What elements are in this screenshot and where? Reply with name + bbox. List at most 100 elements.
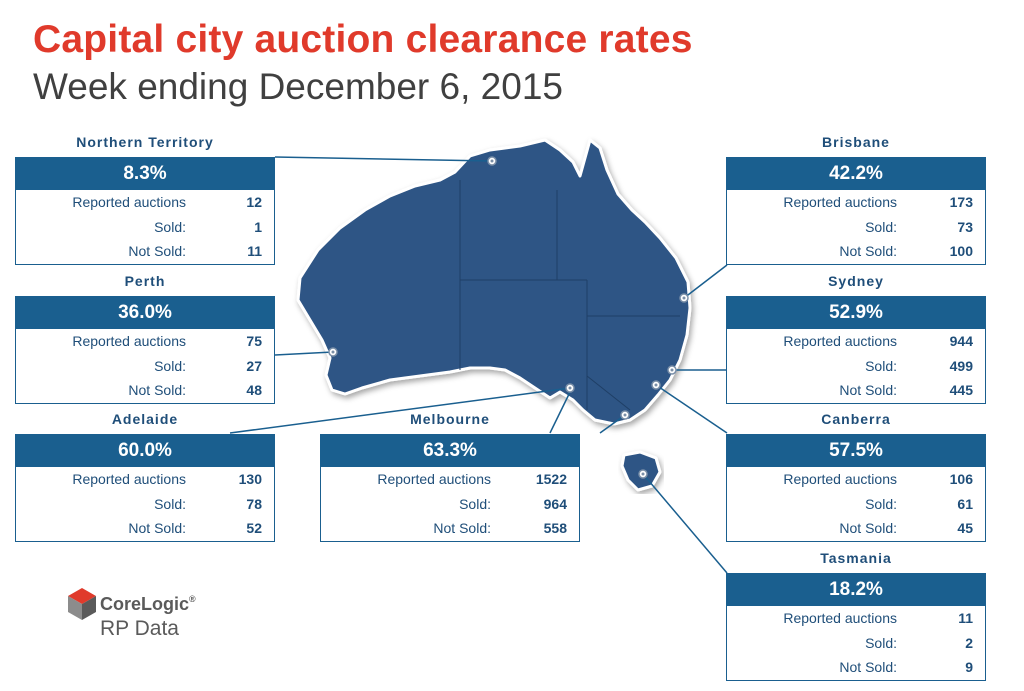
not-sold-value: 445	[949, 382, 973, 399]
reported-label: Reported auctions	[72, 333, 186, 349]
clearance-rate: 8.3%	[16, 158, 274, 190]
not-sold-value: 11	[247, 243, 262, 260]
not-sold-row: Not Sold: 9	[727, 655, 985, 680]
leader-lines	[229, 156, 728, 574]
state-borders	[459, 180, 680, 411]
reported-label: Reported auctions	[783, 610, 897, 626]
sold-label: Sold:	[154, 495, 186, 512]
sold-row: Sold: 61	[727, 492, 985, 517]
reported-label: Reported auctions	[783, 194, 897, 210]
city-card-sydney: 52.9% Reported auctions 944 Sold: 499 Not …	[726, 296, 986, 404]
city-label-nt: Northern Territory	[76, 134, 214, 150]
reported-value: 944	[949, 333, 973, 349]
reported-value: 75	[246, 333, 262, 349]
reported-label: Reported auctions	[72, 471, 186, 487]
reported-row: Reported auctions 12	[16, 190, 274, 215]
city-label-melbourne: Melbourne	[410, 411, 490, 427]
reported-row: Reported auctions 75	[16, 329, 274, 354]
sold-label: Sold:	[865, 357, 897, 374]
clearance-rate: 42.2%	[727, 158, 985, 190]
city-label-brisbane: Brisbane	[822, 134, 890, 150]
not-sold-label: Not Sold:	[839, 243, 897, 260]
city-label-tasmania: Tasmania	[820, 550, 892, 566]
not-sold-value: 45	[957, 520, 973, 537]
corelogic-logo: CoreLogic® RP Data	[66, 584, 196, 644]
reported-value: 1522	[535, 471, 567, 487]
not-sold-value: 9	[965, 659, 973, 676]
not-sold-row: Not Sold: 558	[321, 516, 579, 541]
sold-row: Sold: 78	[16, 492, 274, 517]
sold-label: Sold:	[459, 495, 491, 512]
sold-value: 73	[957, 218, 973, 235]
reported-label: Reported auctions	[72, 194, 186, 210]
city-label-perth: Perth	[124, 273, 166, 289]
sold-label: Sold:	[865, 634, 897, 651]
not-sold-label: Not Sold:	[839, 382, 897, 399]
sold-row: Sold: 1	[16, 215, 274, 240]
reported-row: Reported auctions 130	[16, 467, 274, 492]
clearance-rate: 60.0%	[16, 435, 274, 467]
reported-value: 130	[238, 471, 262, 487]
not-sold-label: Not Sold:	[128, 243, 186, 260]
sold-label: Sold:	[865, 495, 897, 512]
city-card-tasmania: 18.2% Reported auctions 11 Sold: 2 Not Sol…	[726, 573, 986, 681]
clearance-rate: 52.9%	[727, 297, 985, 329]
not-sold-value: 558	[543, 520, 567, 537]
sold-value: 78	[246, 495, 262, 512]
sold-label: Sold:	[865, 218, 897, 235]
not-sold-row: Not Sold: 11	[16, 239, 274, 264]
sold-value: 1	[254, 218, 262, 235]
sold-row: Sold: 73	[727, 215, 985, 240]
city-card-nt: 8.3% Reported auctions 12 Sold: 1 Not Sold…	[15, 157, 275, 265]
sold-row: Sold: 27	[16, 354, 274, 379]
sold-row: Sold: 964	[321, 492, 579, 517]
city-card-canberra: 57.5% Reported auctions 106 Sold: 61 Not S…	[726, 434, 986, 542]
not-sold-label: Not Sold:	[839, 520, 897, 537]
city-card-perth: 36.0% Reported auctions 75 Sold: 27 Not So…	[15, 296, 275, 404]
not-sold-value: 100	[949, 243, 973, 260]
reported-value: 11	[958, 610, 973, 626]
cube-logo-icon	[68, 588, 96, 620]
city-label-sydney: Sydney	[828, 273, 884, 289]
sold-label: Sold:	[154, 357, 186, 374]
not-sold-row: Not Sold: 48	[16, 378, 274, 403]
sold-value: 499	[949, 357, 973, 374]
not-sold-row: Not Sold: 52	[16, 516, 274, 541]
city-card-brisbane: 42.2% Reported auctions 173 Sold: 73 Not S…	[726, 157, 986, 265]
reported-row: Reported auctions 944	[727, 329, 985, 354]
city-card-adelaide: 60.0% Reported auctions 130 Sold: 78 Not S…	[15, 434, 275, 542]
clearance-rate: 36.0%	[16, 297, 274, 329]
sold-value: 61	[957, 495, 973, 512]
sold-label: Sold:	[154, 218, 186, 235]
reported-value: 173	[949, 194, 973, 210]
not-sold-label: Not Sold:	[128, 520, 186, 537]
clearance-rate: 63.3%	[321, 435, 579, 467]
not-sold-value: 48	[246, 382, 262, 399]
not-sold-row: Not Sold: 445	[727, 378, 985, 403]
city-label-canberra: Canberra	[821, 411, 891, 427]
reported-row: Reported auctions 173	[727, 190, 985, 215]
sold-value: 2	[965, 634, 973, 651]
sold-value: 964	[543, 495, 567, 512]
not-sold-label: Not Sold:	[433, 520, 491, 537]
reported-value: 106	[949, 471, 973, 487]
reported-row: Reported auctions 1522	[321, 467, 579, 492]
reported-row: Reported auctions 106	[727, 467, 985, 492]
not-sold-value: 52	[246, 520, 262, 537]
not-sold-row: Not Sold: 100	[727, 239, 985, 264]
clearance-rate: 57.5%	[727, 435, 985, 467]
logo-subtitle: RP Data	[100, 617, 179, 640]
sold-row: Sold: 499	[727, 354, 985, 379]
reported-row: Reported auctions 11	[727, 606, 985, 631]
reported-label: Reported auctions	[377, 471, 491, 487]
page-subtitle: Week ending December 6, 2015	[33, 66, 563, 107]
reported-value: 12	[246, 194, 262, 210]
city-label-adelaide: Adelaide	[111, 411, 179, 427]
sold-value: 27	[246, 357, 262, 374]
logo-name: CoreLogic®	[100, 594, 196, 614]
sold-row: Sold: 2	[727, 631, 985, 656]
reported-label: Reported auctions	[783, 471, 897, 487]
page-title: Capital city auction clearance rates	[33, 18, 693, 61]
not-sold-row: Not Sold: 45	[727, 516, 985, 541]
